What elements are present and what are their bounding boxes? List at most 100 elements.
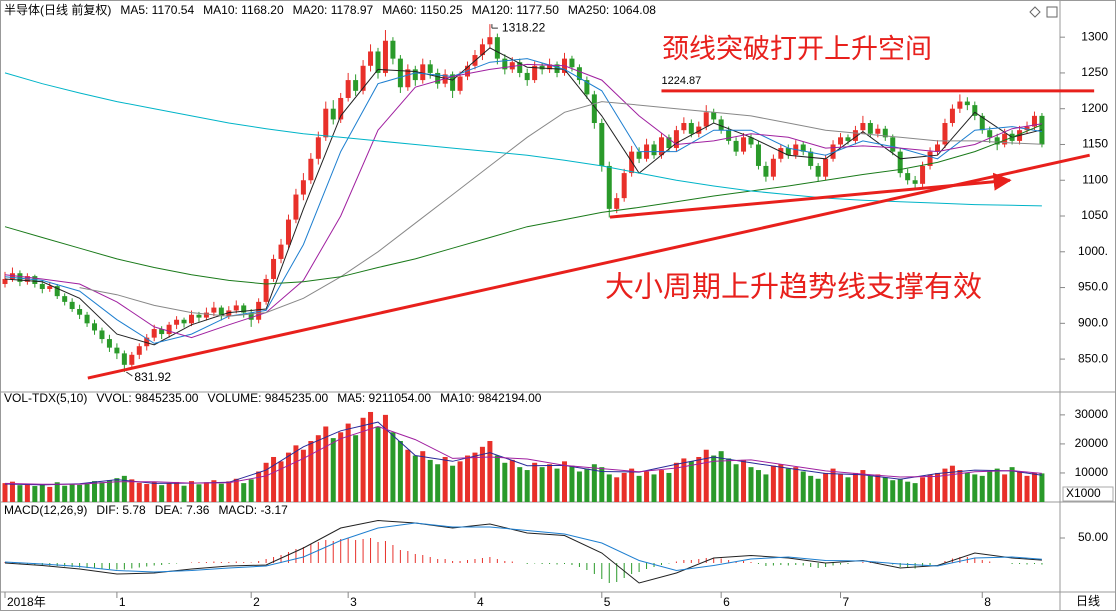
icon-diamond[interactable] [1029,6,1041,18]
candle-body [256,301,262,320]
volume-bar [808,475,814,502]
candle-body [136,346,142,355]
candle-body [427,64,433,73]
volume-bar [278,461,284,502]
y-tick-label: 1100 [1082,172,1108,186]
candle-body [263,278,269,302]
candle-body [166,324,172,335]
candle-body [502,58,508,70]
volume-bar [338,432,344,502]
volume-bar [427,459,433,502]
volume-bar [1017,471,1023,502]
y-tick-label: 900.0 [1078,315,1108,329]
y-tick-label: 1250 [1081,65,1108,79]
candle-body [778,148,784,159]
candle-body [748,137,754,145]
volume-bar [99,482,105,502]
candle-body [203,312,209,318]
candle-body [890,137,896,152]
candle-body [17,273,23,282]
line-series [79,101,1042,317]
volume-bar [345,423,351,502]
volume-bar [673,462,679,502]
volume-bar [793,467,799,502]
candle-body [375,51,381,73]
candle-body [308,158,314,181]
volume-bar [479,446,485,502]
volume-bar [450,465,456,502]
candle-body [121,353,127,365]
candle-body [539,65,545,70]
candle-body [92,323,98,331]
volume-bar [539,467,545,502]
candle-body [345,80,351,98]
candle-body [591,94,597,124]
candle-body [547,64,553,70]
leader [491,24,498,29]
volume-bar [897,478,903,502]
candle-body [524,72,530,81]
volume-bar [32,486,38,502]
volume-bar [39,484,45,502]
volume-bar [323,426,329,502]
candle-body [420,64,426,81]
candle-body [666,137,672,149]
volume-bar [1024,475,1030,502]
volume-bar [121,475,127,502]
volume-bar [576,471,582,502]
x-tick-label: 7 [843,595,850,609]
candle-body [957,101,963,109]
volume-bar [696,456,702,502]
volume-bar [263,462,269,502]
volume-bar [935,472,940,502]
volume-bar [830,468,836,502]
candle-body [726,130,732,141]
x-tick-label: 8 [984,595,991,609]
volume-bar [330,438,336,502]
volume-bar [226,481,232,502]
line-series [4,124,1043,285]
volume-bar [315,435,321,502]
candle-body [62,296,68,302]
x-tick-label: 2018年 [7,595,46,609]
volume-bar [636,475,642,502]
candle-body [688,123,694,134]
volume-bar [599,467,605,502]
candle-body [2,278,8,284]
period-tab[interactable]: 日线 [1076,594,1100,608]
volume-bar [77,484,83,502]
legend-text: MA10: 1168.20 [203,3,284,17]
candle-body [576,67,582,81]
annotation: 颈线突破打开上升空间 [662,34,932,64]
volume-bar [159,485,165,502]
x-tick-label: 1 [119,595,126,609]
volume-bar [136,482,142,502]
candle-body [211,307,217,313]
volume-bar [770,465,776,502]
volume-bar [658,470,664,502]
volume-bar [1031,472,1037,502]
candle-body [285,219,291,245]
candle-body [390,40,396,59]
volume-bar [890,480,896,502]
volume-bar [763,474,769,502]
volume-bar [487,441,493,502]
x-tick-label: 4 [477,595,484,609]
volume-bar [17,485,23,502]
unit-label: X1000 [1066,486,1101,500]
candle-body [741,137,747,152]
volume-bar [69,483,75,502]
candle-body [935,144,940,152]
candle-body [189,314,194,324]
volume-bar [181,485,187,502]
candle-body [382,40,388,73]
line-series [4,421,1042,486]
volume-bar [957,470,963,502]
icon-window[interactable] [1046,6,1058,18]
volume-bar [562,461,567,502]
annotation: 大小周期上升趋势线支撑有效 [605,271,982,304]
volume-bar [218,483,224,502]
candle-body [196,314,202,318]
volume-bar [815,478,821,502]
